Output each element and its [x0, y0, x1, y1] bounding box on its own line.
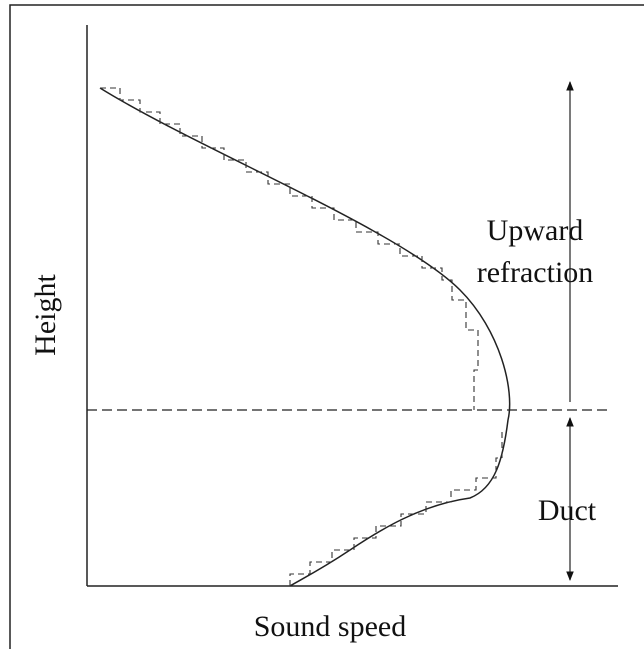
region-label: refraction	[477, 256, 594, 289]
x-axis-label: Sound speed	[254, 610, 407, 643]
staircase-upper	[100, 87, 479, 410]
frame	[9, 4, 644, 649]
staircase-lower	[289, 428, 503, 586]
sound-speed-profile	[99, 87, 511, 587]
region-label: Duct	[538, 494, 597, 527]
region-label: Upward	[487, 214, 584, 247]
y-axis-label: Height	[29, 274, 62, 356]
